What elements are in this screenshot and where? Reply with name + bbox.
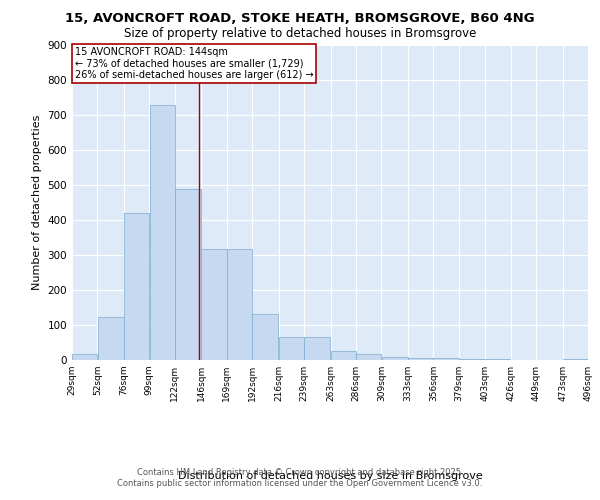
Text: 15 AVONCROFT ROAD: 144sqm
← 73% of detached houses are smaller (1,729)
26% of se: 15 AVONCROFT ROAD: 144sqm ← 73% of detac…: [74, 46, 313, 80]
Bar: [252, 314, 278, 360]
Text: Size of property relative to detached houses in Bromsgrove: Size of property relative to detached ho…: [124, 28, 476, 40]
Text: 15, AVONCROFT ROAD, STOKE HEATH, BROMSGROVE, B60 4NG: 15, AVONCROFT ROAD, STOKE HEATH, BROMSGR…: [65, 12, 535, 26]
Bar: [124, 213, 149, 360]
Bar: [149, 104, 175, 360]
Bar: [202, 248, 227, 360]
Bar: [304, 337, 331, 360]
Bar: [408, 358, 433, 360]
Text: Contains HM Land Registry data © Crown copyright and database right 2025.
Contai: Contains HM Land Registry data © Crown c…: [118, 468, 482, 487]
Bar: [356, 354, 381, 360]
Bar: [98, 318, 124, 360]
Bar: [72, 354, 97, 360]
Bar: [175, 189, 201, 360]
Bar: [227, 248, 252, 360]
Bar: [433, 358, 458, 360]
X-axis label: Distribution of detached houses by size in Bromsgrove: Distribution of detached houses by size …: [178, 470, 482, 480]
Bar: [331, 351, 356, 360]
Y-axis label: Number of detached properties: Number of detached properties: [32, 115, 42, 290]
Bar: [279, 337, 304, 360]
Bar: [382, 357, 408, 360]
